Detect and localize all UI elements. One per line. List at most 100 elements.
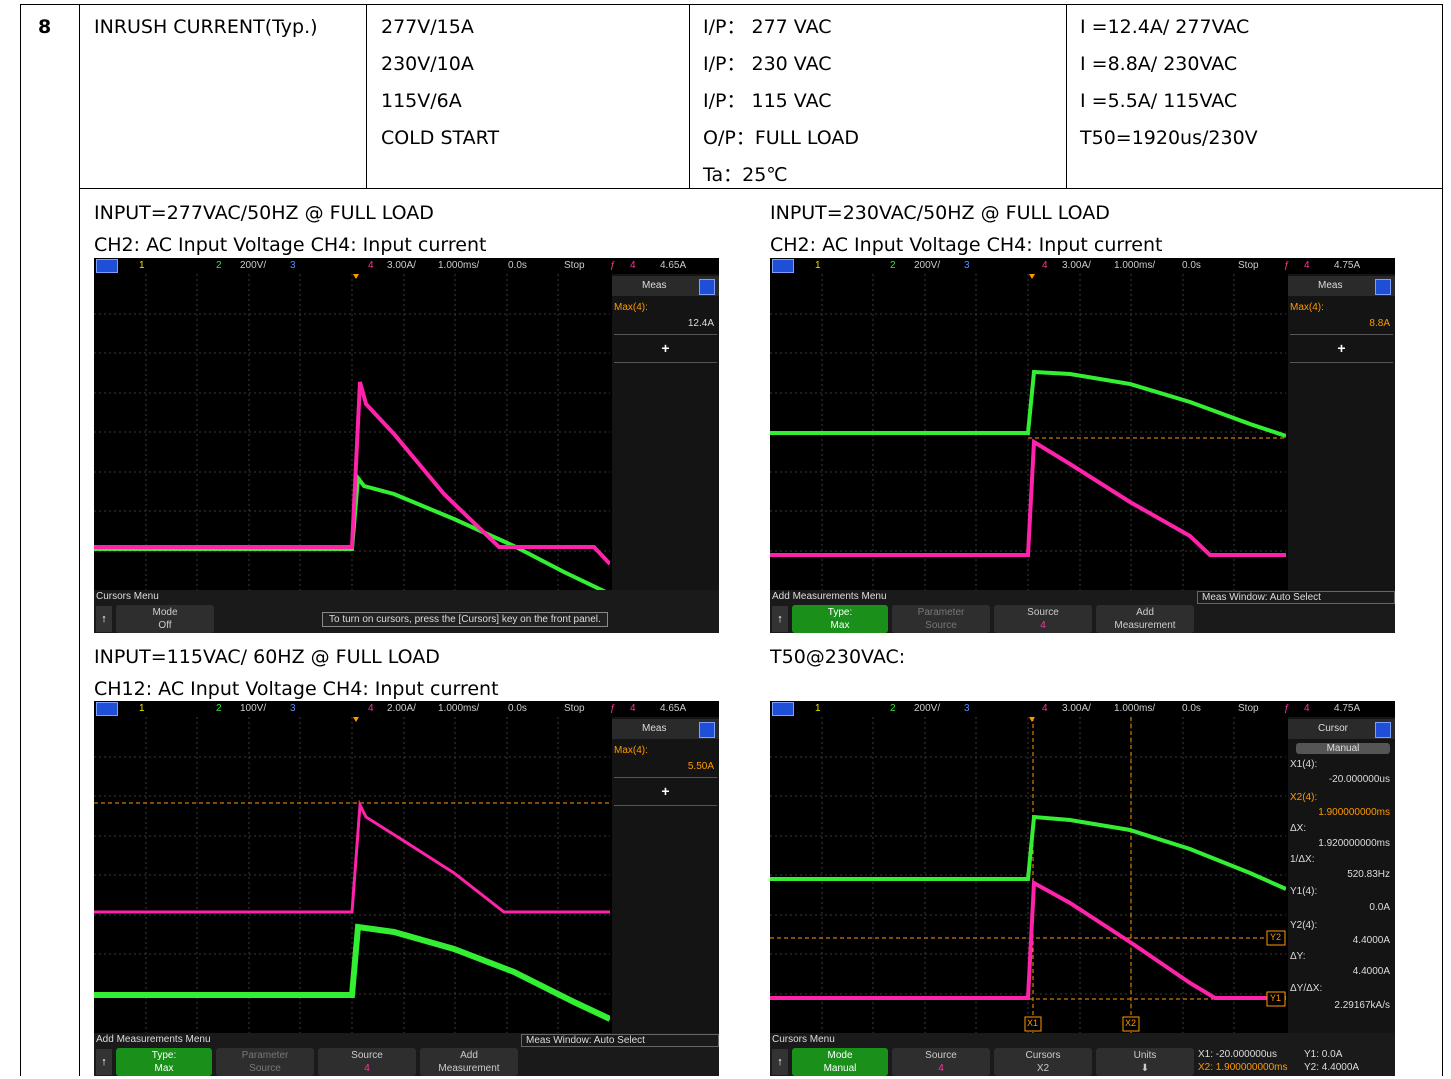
delay: 0.0s: [1182, 703, 1201, 714]
trigger-icon: ƒ: [610, 703, 616, 714]
cond-ta: Ta：25℃: [703, 164, 788, 186]
scope-screenshot-277: 1 2 200V/ 3 4 3.00A/ 1.000ms/ 0.0s Stop …: [94, 258, 719, 633]
trigger-level: 4.75A: [1334, 703, 1361, 714]
panel-menu-icon: [1375, 722, 1391, 738]
run-state: Stop: [564, 260, 585, 271]
softkey-mode: Mode Manual: [792, 1048, 888, 1076]
ch1-label: 1: [815, 260, 821, 271]
meas-label: Max(4):: [614, 745, 648, 756]
dx-label: ΔX:: [1290, 823, 1307, 834]
measurement-panel: Meas Max(4): 8.8A +: [1288, 274, 1395, 590]
softkey-parameter: Parameter Source: [892, 605, 990, 633]
delay: 0.0s: [508, 703, 527, 714]
cursor-x1-marker: X1: [1027, 1018, 1039, 1028]
meas-value: 12.4A: [687, 318, 714, 329]
softkey-cursors: Cursors X2: [994, 1048, 1092, 1076]
ch1-label: 1: [139, 703, 145, 714]
timebase: 1.000ms/: [1114, 703, 1156, 714]
ch4-label: 4: [1042, 703, 1048, 714]
softkey-menu: Add Measurements Menu Meas Window: Auto …: [770, 590, 1395, 633]
result-115: I =5.5A/ 115VAC: [1080, 90, 1238, 112]
rating-277: 277V/15A: [381, 16, 474, 38]
run-state: Stop: [564, 703, 585, 714]
ch3-label: 3: [290, 703, 296, 714]
softkey-menu: Cursors Menu ↑ Mode Off To turn on cursor…: [94, 590, 719, 633]
trigger-channel: 4: [1304, 260, 1310, 271]
menu-icon: [96, 702, 118, 716]
ch2-scale: 200V/: [914, 703, 941, 714]
inv-dx-value: 520.83Hz: [1347, 869, 1390, 880]
softkey-type: Type: Max: [792, 605, 888, 633]
ch4-scale: 2.00A/: [387, 703, 416, 714]
trigger-level: 4.65A: [660, 260, 687, 271]
softkey-menu: Cursors Menu ↑ Mode Manual Source 4 Cursor…: [770, 1033, 1395, 1076]
dx-value: 1.920000000ms: [1318, 838, 1390, 849]
readout-x1: X1: -20.000000us: [1198, 1049, 1277, 1060]
y1-label: Y1(4):: [1290, 886, 1318, 897]
ch4-scale: 3.00A/: [387, 260, 416, 271]
cond-load: O/P：FULL LOAD: [703, 127, 860, 149]
rating-115: 115V/6A: [381, 90, 462, 112]
softkey-source: Source 4: [318, 1048, 416, 1076]
add-measurement-icon: +: [661, 340, 670, 356]
ch2-scale: 200V/: [240, 260, 267, 271]
caption-277-line1: INPUT=277VAC/50HZ @ FULL LOAD: [94, 202, 434, 224]
ch2-label: 2: [216, 260, 222, 271]
trigger-icon: ƒ: [1284, 260, 1290, 271]
result-277: I =12.4A/ 277VAC: [1080, 16, 1250, 38]
scope-screenshot-t50: 1 2 200V/ 3 4 3.00A/ 1.000ms/ 0.0s Stop …: [770, 701, 1395, 1076]
ch1-label: 1: [139, 260, 145, 271]
dy-value: 4.4000A: [1352, 966, 1390, 977]
ch3-label: 3: [964, 260, 970, 271]
trigger-icon: ƒ: [610, 260, 616, 271]
menu-icon: [96, 259, 118, 273]
softkey-menu: Add Measurements Menu Meas Window: Auto …: [94, 1033, 719, 1076]
meas-label: Max(4):: [614, 302, 648, 313]
caption-277-line2: CH2: AC Input Voltage CH4: Input current: [94, 234, 487, 256]
ch4-current-trace: [770, 438, 1286, 557]
ch2-voltage-trace: [94, 923, 610, 1022]
ch4-scale: 3.00A/: [1062, 260, 1091, 271]
caption-115-line2: CH12: AC Input Voltage CH4: Input curren…: [94, 678, 499, 700]
trigger-channel: 4: [630, 703, 636, 714]
ch4-label: 4: [1042, 260, 1048, 271]
softkey-source: Source 4: [892, 1048, 990, 1076]
caption-115-line1: INPUT=115VAC/ 60HZ @ FULL LOAD: [94, 646, 440, 668]
softkey-units: Units ⬇: [1096, 1048, 1194, 1076]
readout-y1: Y1: 0.0A: [1304, 1049, 1343, 1060]
up-arrow-icon: ↑: [96, 606, 112, 632]
softkey-source: Source 4: [994, 605, 1092, 633]
caption-230-line1: INPUT=230VAC/50HZ @ FULL LOAD: [770, 202, 1110, 224]
up-arrow-icon: ↑: [772, 1049, 788, 1075]
panel-title: Meas: [642, 280, 667, 291]
rating-cold: COLD START: [381, 127, 500, 149]
ch4-label: 4: [368, 260, 374, 271]
ch2-scale: 200V/: [914, 260, 941, 271]
softkey-parameter: Parameter Source: [216, 1048, 314, 1076]
delay: 0.0s: [508, 260, 527, 271]
ch4-current-trace: [770, 879, 1286, 1000]
result-230: I =8.8A/ 230VAC: [1080, 53, 1238, 75]
readout-y2: Y2: 4.4000A: [1304, 1062, 1360, 1073]
result-t50: T50=1920us/230V: [1080, 127, 1258, 149]
menu-icon: [772, 259, 794, 273]
ch4-current-trace: [94, 381, 610, 566]
run-state: Stop: [1238, 260, 1259, 271]
trigger-marker: [1029, 274, 1035, 279]
panel-title: Meas: [1318, 280, 1343, 291]
dydx-value: 2.29167kA/s: [1334, 1000, 1390, 1011]
down-arrow-icon: ⬇: [1140, 1063, 1150, 1074]
waveform-display: [94, 274, 610, 590]
item-number: 8: [38, 16, 52, 38]
scope-status-bar: 1 2 200V/ 3 4 3.00A/ 1.000ms/ 0.0s Stop …: [94, 258, 719, 274]
dydx-label: ΔY/ΔX:: [1290, 983, 1323, 994]
waveform-display: [94, 717, 610, 1033]
waveform-display: [770, 274, 1286, 590]
scope-status-bar: 1 2 200V/ 3 4 3.00A/ 1.000ms/ 0.0s Stop …: [770, 701, 1395, 717]
meas-window-label: Meas Window: Auto Select: [521, 1034, 719, 1047]
cursor-hint-message: To turn on cursors, press the [Cursors] …: [322, 612, 608, 627]
trigger-marker: [353, 274, 359, 279]
y1-value: 0.0A: [1369, 902, 1390, 913]
caption-t50: T50@230VAC:: [770, 646, 906, 668]
scope-status-bar: 1 2 100V/ 3 4 2.00A/ 1.000ms/ 0.0s Stop …: [94, 701, 719, 717]
